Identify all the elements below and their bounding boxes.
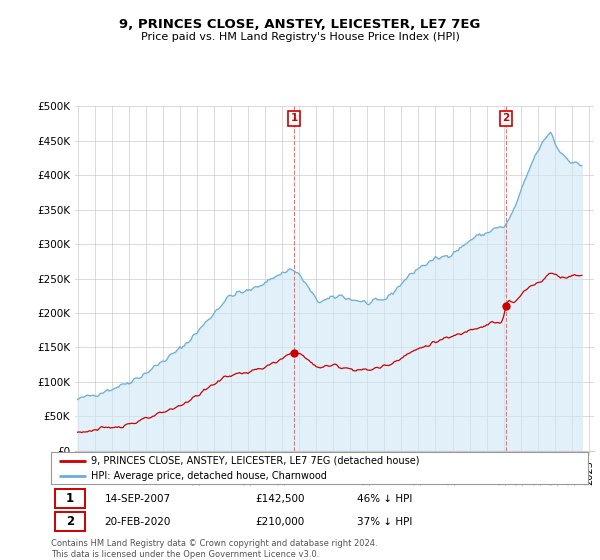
Text: 14-SEP-2007: 14-SEP-2007 (105, 494, 171, 503)
FancyBboxPatch shape (55, 512, 85, 531)
Text: 37% ↓ HPI: 37% ↓ HPI (357, 517, 412, 526)
Text: £142,500: £142,500 (255, 494, 305, 503)
Text: 1: 1 (290, 113, 298, 123)
FancyBboxPatch shape (55, 489, 85, 508)
FancyBboxPatch shape (51, 452, 588, 484)
Text: 2: 2 (502, 113, 509, 123)
Text: 9, PRINCES CLOSE, ANSTEY, LEICESTER, LE7 7EG: 9, PRINCES CLOSE, ANSTEY, LEICESTER, LE7… (119, 18, 481, 31)
Text: 1: 1 (66, 492, 74, 505)
Text: £210,000: £210,000 (255, 517, 304, 526)
Text: 2: 2 (66, 515, 74, 528)
Text: 9, PRINCES CLOSE, ANSTEY, LEICESTER, LE7 7EG (detached house): 9, PRINCES CLOSE, ANSTEY, LEICESTER, LE7… (91, 456, 420, 466)
Text: 46% ↓ HPI: 46% ↓ HPI (357, 494, 412, 503)
Text: Contains HM Land Registry data © Crown copyright and database right 2024.
This d: Contains HM Land Registry data © Crown c… (51, 539, 377, 559)
Text: Price paid vs. HM Land Registry's House Price Index (HPI): Price paid vs. HM Land Registry's House … (140, 32, 460, 43)
Text: HPI: Average price, detached house, Charnwood: HPI: Average price, detached house, Char… (91, 470, 327, 480)
Text: 20-FEB-2020: 20-FEB-2020 (105, 517, 171, 526)
